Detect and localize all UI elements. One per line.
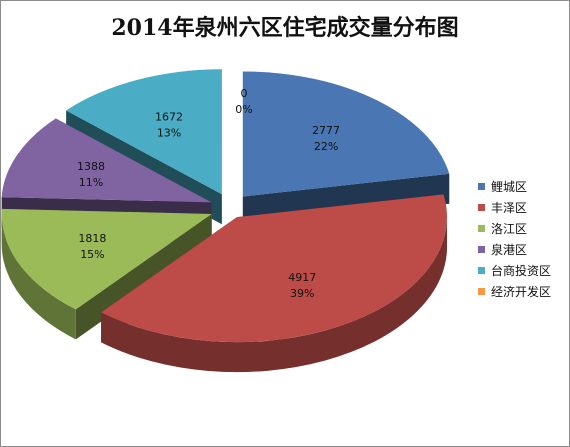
data-label-value-2: 1818 [78,232,106,245]
legend-swatch [478,288,485,295]
data-label-percent-5: 0% [235,103,252,116]
pie-slice-洛江区 [1,208,212,310]
legend-swatch [478,204,485,211]
legend-swatch [478,225,485,232]
legend-item: 鲤城区 [478,176,551,197]
data-label-percent-4: 13% [157,126,181,139]
legend-item: 经济开发区 [478,281,551,302]
data-label-percent-0: 22% [314,140,338,153]
chart-title: 2014年泉州六区住宅成交量分布图 [111,15,459,41]
data-label-value-4: 1672 [155,110,183,123]
data-label-value-1: 4917 [288,271,316,284]
data-label-percent-1: 39% [290,287,314,300]
data-label-value-3: 1388 [77,160,105,173]
legend: 鲤城区丰泽区洛江区泉港区台商投资区经济开发区 [478,176,551,302]
data-label-value-0: 2777 [312,124,340,137]
legend-label: 洛江区 [491,222,528,236]
data-label-value-5: 0 [241,87,248,100]
pie-slice-丰泽区 [101,194,448,343]
legend-label: 丰泽区 [491,201,528,215]
pie-slice-台商投资区 [66,69,222,195]
legend-label: 泉港区 [491,243,528,257]
legend-item: 洛江区 [478,218,551,239]
legend-label: 经济开发区 [491,285,552,299]
pie-slice-鲤城区 [242,71,450,197]
legend-swatch [478,267,485,274]
pie-slice-rim-2-0 [1,214,76,340]
pie-slice-泉港区 [1,118,212,203]
data-label-percent-3: 11% [79,176,103,189]
data-label-percent-2: 15% [80,248,104,261]
legend-item: 丰泽区 [478,197,551,218]
legend-swatch [478,183,485,190]
pie-slice-rim-1-0 [101,217,448,373]
legend-swatch [478,246,485,253]
legend-label: 台商投资区 [491,264,552,278]
legend-item: 泉港区 [478,239,551,260]
legend-label: 鲤城区 [491,180,528,194]
legend-item: 台商投资区 [478,260,551,281]
